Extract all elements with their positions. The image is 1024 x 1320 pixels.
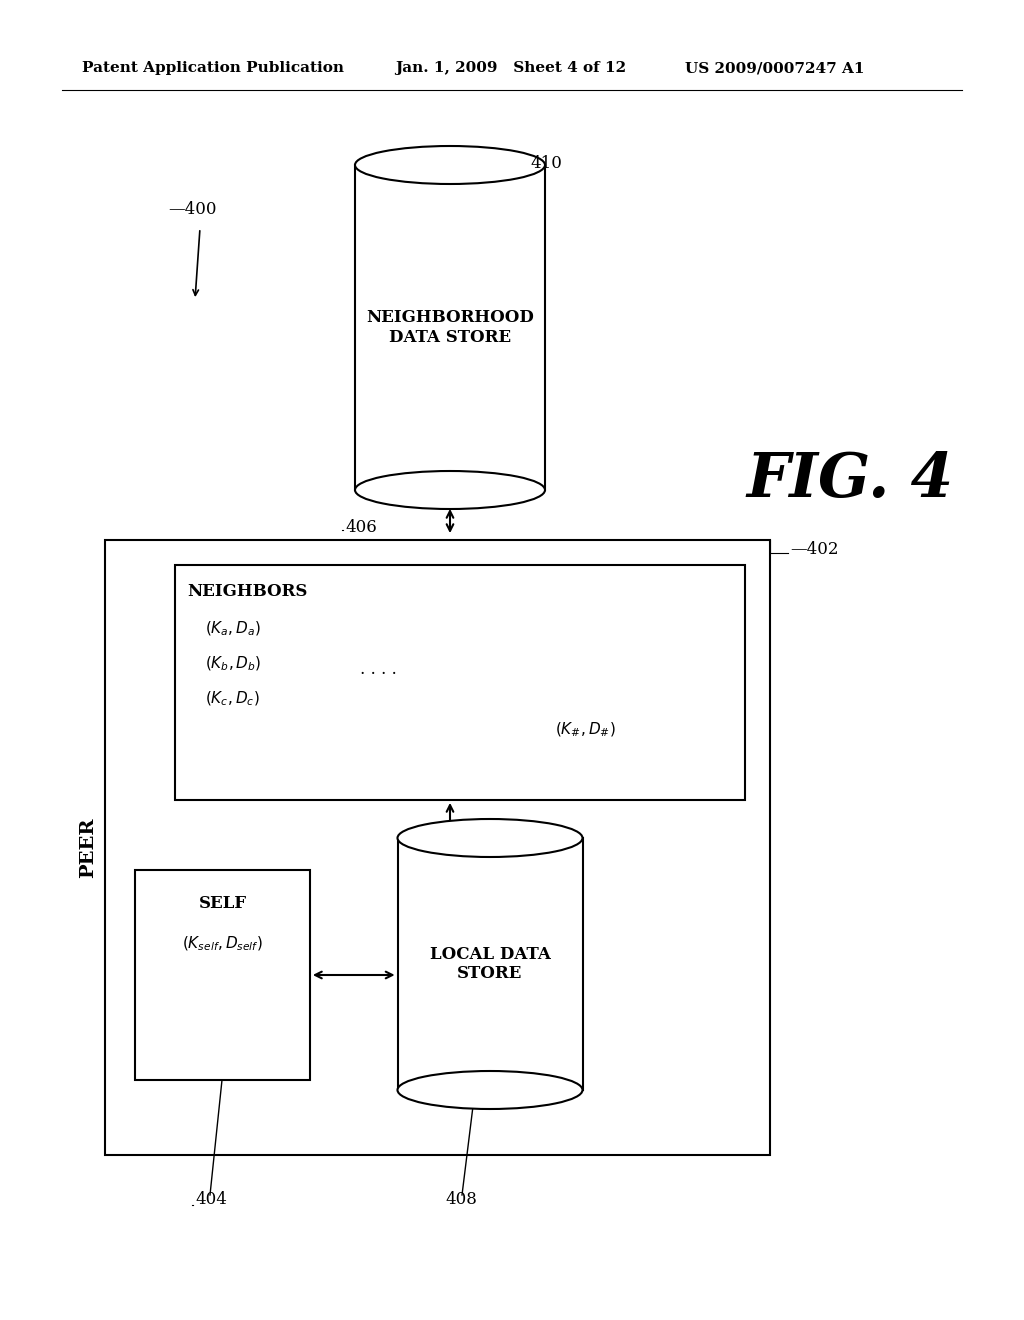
Ellipse shape bbox=[355, 147, 545, 183]
Text: $(K_a, D_a)$: $(K_a, D_a)$ bbox=[205, 620, 261, 639]
Text: PEER: PEER bbox=[79, 817, 97, 878]
Ellipse shape bbox=[397, 818, 583, 857]
Text: Patent Application Publication: Patent Application Publication bbox=[82, 61, 344, 75]
Text: LOCAL DATA
STORE: LOCAL DATA STORE bbox=[429, 945, 551, 982]
Text: FIG. 4: FIG. 4 bbox=[746, 450, 953, 510]
Text: NEIGHBORHOOD
DATA STORE: NEIGHBORHOOD DATA STORE bbox=[366, 309, 534, 346]
Text: 404: 404 bbox=[195, 1192, 227, 1209]
Text: Jan. 1, 2009   Sheet 4 of 12: Jan. 1, 2009 Sheet 4 of 12 bbox=[395, 61, 626, 75]
Ellipse shape bbox=[355, 471, 545, 510]
Text: —402: —402 bbox=[790, 541, 839, 558]
Text: 408: 408 bbox=[445, 1192, 477, 1209]
Ellipse shape bbox=[397, 1071, 583, 1109]
Text: $(K_c, D_c)$: $(K_c, D_c)$ bbox=[205, 690, 260, 709]
Text: US 2009/0007247 A1: US 2009/0007247 A1 bbox=[685, 61, 864, 75]
Text: . . . .: . . . . bbox=[360, 661, 396, 678]
Text: $(K_{self}, D_{self})$: $(K_{self}, D_{self})$ bbox=[182, 935, 263, 953]
Text: $(K_{\#}, D_{\#})$: $(K_{\#}, D_{\#})$ bbox=[555, 721, 615, 739]
Text: NEIGHBORS: NEIGHBORS bbox=[187, 583, 307, 601]
Text: $(K_b, D_b)$: $(K_b, D_b)$ bbox=[205, 655, 261, 673]
Text: SELF: SELF bbox=[199, 895, 247, 912]
Text: 410: 410 bbox=[530, 154, 562, 172]
FancyBboxPatch shape bbox=[355, 165, 545, 490]
Text: —400: —400 bbox=[168, 202, 216, 219]
Text: 406: 406 bbox=[345, 519, 377, 536]
FancyBboxPatch shape bbox=[135, 870, 310, 1080]
FancyBboxPatch shape bbox=[105, 540, 770, 1155]
FancyBboxPatch shape bbox=[175, 565, 745, 800]
FancyBboxPatch shape bbox=[397, 838, 583, 1090]
